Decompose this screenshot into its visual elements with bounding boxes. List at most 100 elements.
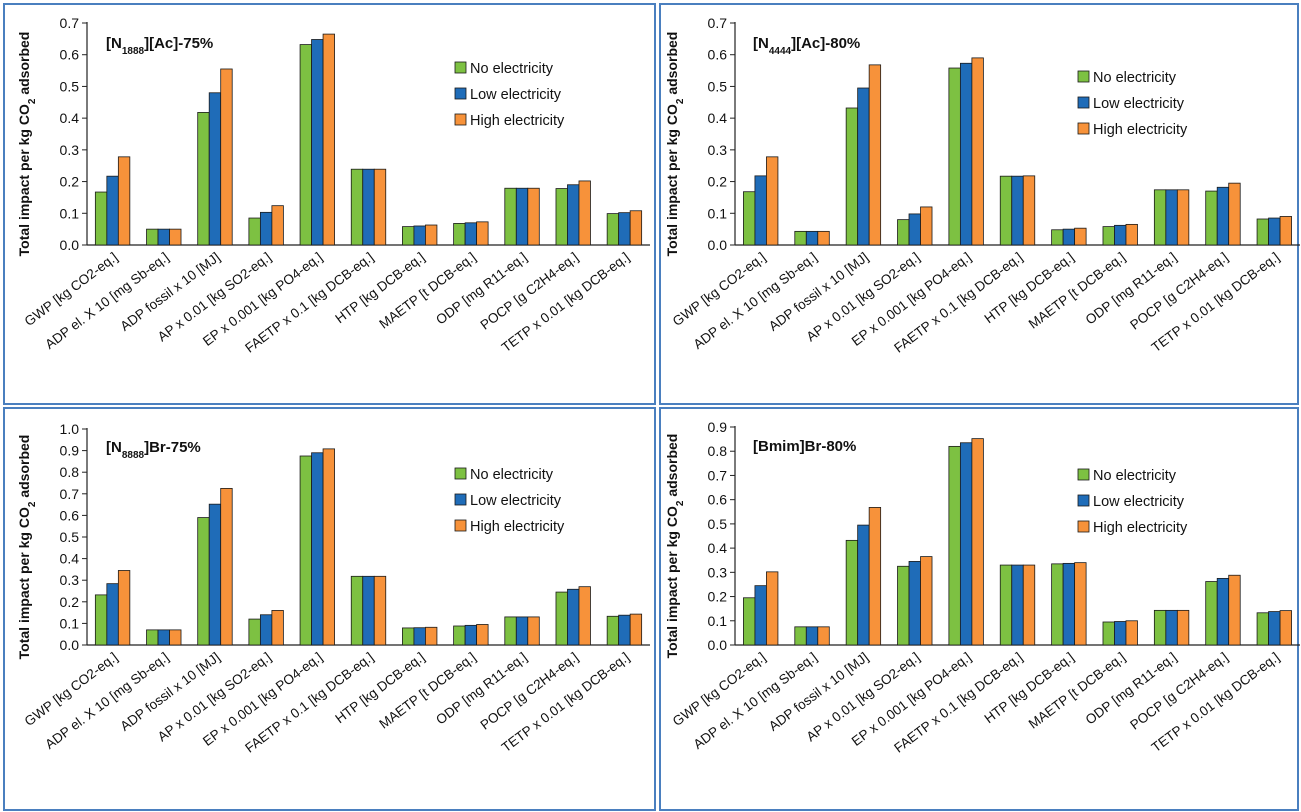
x-tick-label: GWP [kg CO2-eq.] [670,249,769,329]
bar-no-electricity [350,575,364,646]
bar-low-electricity [515,187,529,246]
bar-low-electricity [567,588,580,646]
legend-swatch [454,61,467,74]
bar-low-electricity [106,583,119,646]
bar-high-electricity [1074,227,1087,246]
bar-high-electricity [629,210,643,246]
bar-no-electricity [606,615,620,646]
y-tick-label: 0.2 [708,174,728,190]
bar-low-electricity [208,92,222,246]
legend-swatch [1077,468,1090,481]
bar-low-electricity [959,62,973,246]
bar-low-electricity [1114,621,1127,646]
bar-low-electricity [908,213,921,246]
bar-high-electricity [117,570,131,646]
bar-high-electricity [425,626,438,646]
bar-no-electricity [999,175,1013,246]
bar-no-electricity [453,223,466,246]
bar-high-electricity [766,571,779,646]
y-tick-label: 0.0 [60,637,80,653]
x-tick-label: HTP [kg DCB-eq.] [332,249,427,326]
y-tick-label: 0.9 [708,419,728,435]
bar-no-electricity [146,629,159,646]
y-tick-label: 0.5 [708,78,728,94]
bar-low-electricity [1268,611,1281,646]
y-tick-label: 0.3 [60,142,80,158]
bar-no-electricity [743,191,756,246]
bar-high-electricity [1228,182,1241,246]
bar-no-electricity [1102,226,1115,246]
y-tick-label: 0.6 [708,47,728,63]
y-tick-label: 0.2 [60,174,80,190]
bar-high-electricity [169,629,182,646]
bar-low-electricity [464,222,478,246]
legend-swatch [454,113,467,126]
bar-low-electricity [1011,175,1024,246]
bar-low-electricity [1062,228,1076,246]
x-tick-label: MAETP [t DCB-eq.] [376,249,478,331]
bar-low-electricity [1268,217,1281,246]
bar-no-electricity [504,616,517,646]
bar-no-electricity [197,517,210,646]
bar-high-electricity [1279,216,1292,246]
bar-low-electricity [157,228,170,246]
legend-label: High electricity [1093,122,1188,138]
bar-high-electricity [971,57,984,246]
legend-swatch [1077,122,1090,135]
bar-high-electricity [1279,610,1292,646]
bar-low-electricity [805,626,819,646]
bar-low-electricity [567,184,580,246]
bar-no-electricity [948,445,961,646]
x-tick-label: GWP [kg CO2-eq.] [22,649,121,729]
panel-frame [3,407,656,811]
bar-low-electricity [857,524,870,646]
bar-no-electricity [94,594,108,646]
y-tick-label: 0.1 [60,205,80,221]
bar-low-electricity [805,230,819,246]
y-tick-label: 0.4 [60,110,80,126]
y-tick-label: 0.2 [708,589,728,605]
bar-no-electricity [146,228,159,246]
bar-high-electricity [868,64,882,246]
bar-low-electricity [908,561,921,646]
bar-low-electricity [1216,186,1230,246]
legend-label: No electricity [470,61,554,77]
legend-label: Low electricity [470,87,562,103]
bar-no-electricity [299,455,312,646]
y-tick-label: 0.6 [708,492,728,508]
y-tick-label: 0.5 [708,516,728,532]
bar-low-electricity [311,39,324,246]
y-tick-label: 0.4 [708,540,728,556]
legend-swatch [454,493,467,506]
legend-swatch [1077,520,1090,533]
legend-swatch [454,87,467,100]
y-tick-label: 0.5 [60,78,80,94]
bar-high-electricity [117,156,131,246]
bar-low-electricity [157,629,170,646]
y-tick-label: 0.0 [60,237,80,253]
y-tick-label: 0.1 [708,205,728,221]
bar-high-electricity [1074,562,1087,646]
bar-low-electricity [857,87,870,246]
legend-label: No electricity [1093,70,1177,86]
y-tick-label: 0.4 [708,110,728,126]
bar-high-electricity [476,221,489,246]
bar-high-electricity [169,228,182,246]
legend-swatch [1077,494,1090,507]
bar-high-electricity [1125,620,1138,646]
legend-label: Low electricity [470,493,562,509]
bar-no-electricity [1205,581,1218,646]
bar-high-electricity [271,610,284,646]
bar-high-electricity [629,613,643,646]
legend-swatch [454,467,467,480]
bar-low-electricity [754,585,767,646]
y-tick-label: 0.1 [708,613,728,629]
bar-high-electricity [1176,189,1190,246]
bar-low-electricity [259,211,273,246]
bar-no-electricity [897,565,910,646]
x-tick-label: MAETP [t DCB-eq.] [1026,249,1128,331]
y-axis-label: Total impact per kg CO2 adsorbed [664,434,686,659]
bar-low-electricity [106,175,119,246]
bar-low-electricity [362,168,375,246]
